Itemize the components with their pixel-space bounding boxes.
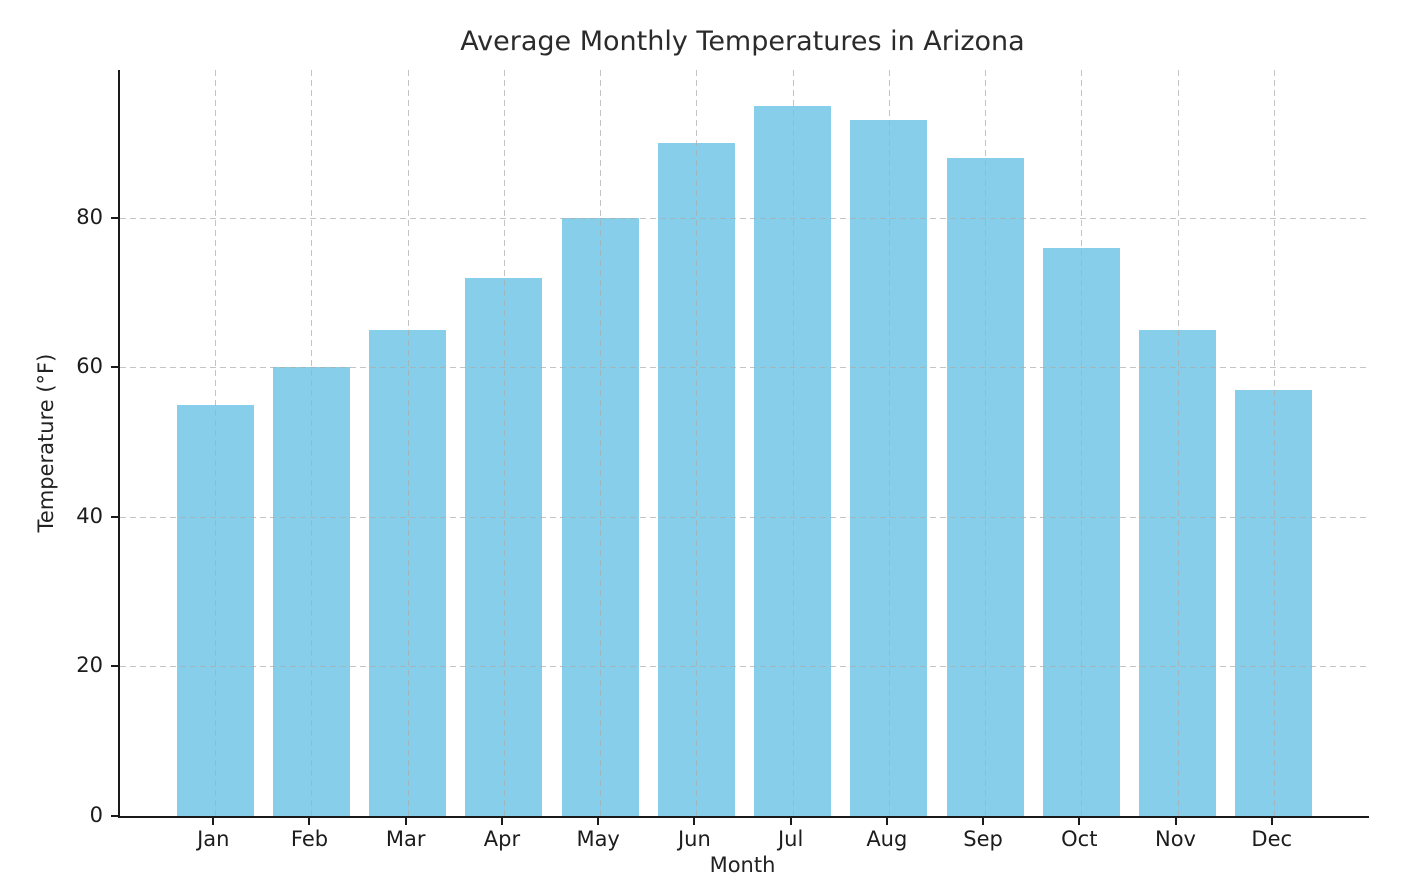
y-tick-mark <box>111 515 118 518</box>
x-tick-label: Nov <box>1155 827 1196 851</box>
bar-may <box>561 217 639 816</box>
chart-title: Average Monthly Temperatures in Arizona <box>460 26 1025 57</box>
bar-nov <box>1139 329 1216 816</box>
x-tick-label: Jul <box>777 827 804 851</box>
x-tick-label: Jan <box>197 827 230 851</box>
y-tick-mark <box>111 815 118 817</box>
x-tick-label: Oct <box>1061 827 1098 851</box>
y-tick-mark <box>111 216 118 219</box>
x-tick-mark <box>597 818 600 825</box>
y-tick-label: 20 <box>76 653 103 678</box>
bar-mar <box>369 329 447 816</box>
x-tick-mark <box>982 818 985 825</box>
x-tick-label: May <box>576 827 620 851</box>
x-tick-label: Feb <box>290 827 329 851</box>
x-tick-label: Apr <box>483 827 521 851</box>
x-axis-label: Month <box>709 853 776 877</box>
y-tick-label: 0 <box>89 803 103 827</box>
bar-jun <box>657 142 735 816</box>
y-tick-label: 80 <box>76 204 103 229</box>
x-tick-mark <box>308 818 311 825</box>
x-tick-mark <box>789 818 792 825</box>
y-tick-label: 40 <box>76 503 103 528</box>
bar-jan <box>176 404 254 816</box>
x-tick-mark <box>500 818 503 825</box>
x-tick-label: Jun <box>677 827 711 851</box>
bar-apr <box>465 277 543 816</box>
x-tick-label: Mar <box>385 827 426 851</box>
bar-oct <box>1042 247 1120 816</box>
x-tick-label: Sep <box>963 827 1003 851</box>
bar-jul <box>754 105 832 816</box>
x-tick-mark <box>693 818 696 825</box>
x-tick-label: Dec <box>1251 827 1293 851</box>
y-tick-mark <box>111 366 118 369</box>
y-tick-mark <box>111 665 118 668</box>
x-tick-mark <box>1078 818 1081 825</box>
x-tick-mark <box>1270 818 1273 825</box>
bar-feb <box>272 367 350 816</box>
x-tick-mark <box>212 818 215 825</box>
x-tick-mark <box>885 818 888 825</box>
bars-layer <box>120 70 1369 816</box>
plot-area <box>118 70 1369 818</box>
y-tick-label: 60 <box>76 354 103 379</box>
bar-dec <box>1235 389 1313 816</box>
x-tick-mark <box>404 818 407 825</box>
x-tick-label: Aug <box>866 827 908 851</box>
bar-aug <box>850 120 928 816</box>
bar-sep <box>946 157 1024 816</box>
x-tick-mark <box>1174 818 1177 825</box>
